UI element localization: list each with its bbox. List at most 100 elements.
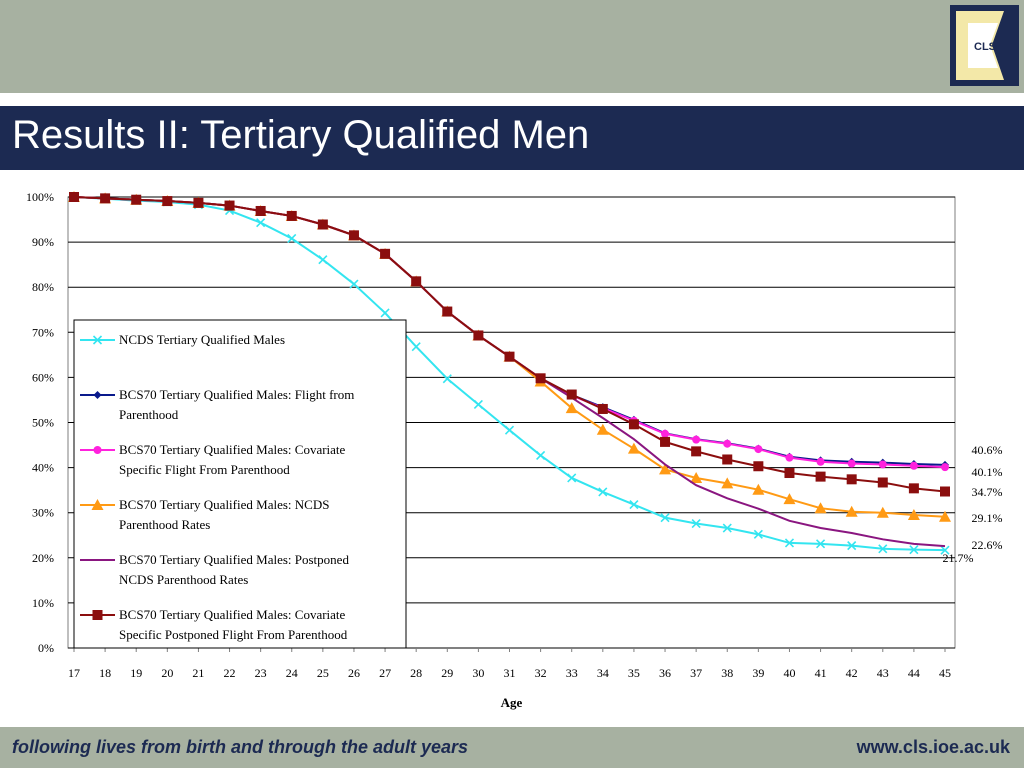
data-point [567, 473, 577, 483]
data-point [753, 529, 763, 539]
y-tick-label: 30% [32, 506, 54, 520]
data-point [721, 477, 734, 489]
data-point [349, 279, 359, 289]
legend-label-line: BCS70 Tertiary Qualified Males: Flight f… [119, 387, 354, 402]
data-point-stroke [847, 541, 857, 551]
data-point [940, 545, 950, 555]
data-point [691, 446, 702, 457]
legend-label-line: BCS70 Tertiary Qualified Males: Postpone… [119, 552, 349, 567]
x-tick-label: 26 [348, 666, 360, 680]
y-tick-label: 40% [32, 461, 54, 475]
data-point [784, 538, 795, 548]
data-point [193, 197, 204, 208]
data-point [846, 474, 857, 485]
data-point-stroke [722, 523, 732, 533]
data-point [629, 500, 639, 510]
legend-swatch-marker [92, 610, 103, 620]
data-point [660, 436, 671, 447]
data-point-stroke [287, 233, 297, 244]
footer-band [0, 727, 1024, 768]
data-point [661, 429, 670, 438]
legend-swatch-marker [93, 446, 102, 454]
data-point [504, 425, 515, 435]
logo-label: CLS [974, 41, 996, 53]
x-tick-label: 35 [628, 666, 640, 680]
data-point [878, 544, 888, 554]
data-point [659, 463, 672, 475]
end-value-label: 21.7% [943, 551, 974, 565]
x-tick-label: 38 [721, 666, 733, 680]
data-point [597, 403, 608, 414]
data-point [411, 276, 422, 287]
legend-label-line: Parenthood Rates [119, 517, 210, 532]
data-point [596, 423, 609, 435]
legend-label: BCS70 Tertiary Qualified Males: Flight f… [119, 387, 354, 422]
x-tick-label: 32 [535, 666, 547, 680]
data-point [473, 330, 484, 341]
data-point [660, 513, 670, 523]
data-point-stroke [598, 487, 608, 497]
data-point [287, 233, 297, 244]
legend-item: NCDS Tertiary Qualified Males [80, 332, 285, 347]
legend-swatch-marker [92, 335, 103, 345]
legend-label-line: BCS70 Tertiary Qualified Males: Covariat… [119, 607, 346, 622]
x-tick-label: 25 [317, 666, 329, 680]
data-point [692, 435, 701, 444]
legend-item: BCS70 Tertiary Qualified Males: Flight f… [80, 387, 354, 422]
data-point-stroke [504, 425, 515, 435]
data-point [877, 477, 888, 488]
x-tick-label: 18 [99, 666, 111, 680]
data-point [690, 471, 703, 483]
x-tick-label: 43 [877, 666, 889, 680]
legend-swatch-marker-stroke [92, 335, 103, 345]
data-point [131, 194, 142, 205]
data-point [627, 442, 640, 454]
data-point-stroke [940, 545, 950, 555]
cls-logo[interactable]: CLS [950, 5, 1019, 86]
x-tick-label: 21 [192, 666, 204, 680]
y-tick-label: 80% [32, 280, 54, 294]
data-point [909, 545, 919, 555]
data-point-stroke [660, 513, 670, 523]
slide-title: Results II: Tertiary Qualified Men [12, 113, 590, 157]
data-point [317, 219, 328, 230]
x-tick-label: 30 [472, 666, 484, 680]
data-point [752, 483, 765, 495]
data-point-stroke [256, 218, 266, 228]
x-tick-label: 40 [783, 666, 795, 680]
legend-label: BCS70 Tertiary Qualified Males: Postpone… [119, 552, 349, 587]
x-tick-label: 28 [410, 666, 422, 680]
end-value-label: 34.7% [972, 485, 1003, 499]
legend-box [73, 319, 407, 649]
data-point [940, 486, 950, 497]
data-point [876, 506, 889, 518]
y-tick-label: 10% [32, 596, 54, 610]
data-point [162, 196, 173, 207]
end-value-label: 22.6% [972, 538, 1003, 552]
data-point-stroke [816, 539, 826, 549]
data-point-stroke [629, 500, 639, 510]
end-value-label: 40.1% [972, 465, 1003, 479]
data-point [504, 351, 515, 362]
data-point-stroke [318, 255, 328, 265]
results-chart: 0% 10% 20% 30% 40% 50% 60% 70% 80% 90% 100% 17 18 19 2… [26, 190, 1003, 710]
data-point-stroke [753, 529, 763, 539]
y-tick-label: 50% [32, 416, 54, 430]
data-point-stroke [536, 450, 546, 460]
footer-url[interactable]: www.cls.ioe.ac.uk [856, 737, 1010, 757]
x-tick-label: 31 [504, 666, 516, 680]
y-tick-label: 70% [32, 325, 54, 339]
data-point [816, 539, 826, 549]
legend-item: BCS70 Tertiary Qualified Males: Covariat… [80, 607, 348, 642]
data-point-stroke [380, 308, 390, 318]
x-tick-label: 34 [597, 666, 609, 680]
footer-tagline: following lives from birth and through t… [12, 737, 469, 757]
legend-label: BCS70 Tertiary Qualified Males: Covariat… [119, 607, 348, 642]
x-tick-label: 36 [659, 666, 671, 680]
x-tick-label: 19 [130, 666, 142, 680]
y-tick-label: 20% [32, 551, 54, 565]
data-point [784, 468, 795, 479]
legend-swatch-marker [93, 391, 102, 399]
x-tick-label: 41 [815, 666, 827, 680]
legend-label-line: Parenthood [119, 407, 179, 422]
